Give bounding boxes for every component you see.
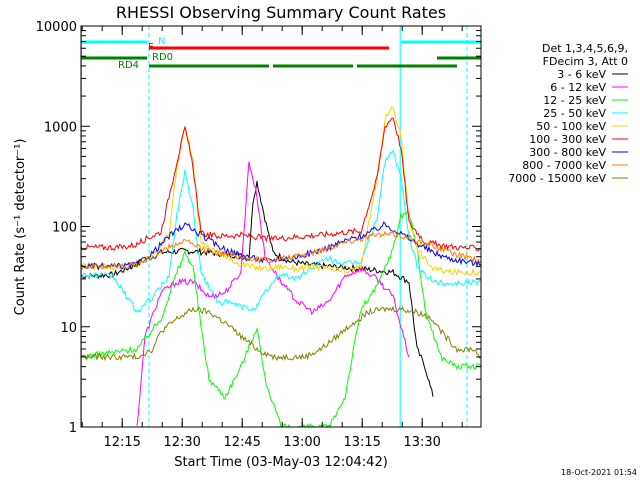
x-axis-label: Start Time (03-May-03 12:04:42) (174, 455, 388, 470)
y-tick-label-3: 1000 (44, 120, 77, 135)
legend-label-3: 25 - 50 keV (543, 107, 606, 120)
flag-label-n: N (158, 36, 165, 47)
y-tick-label-1: 10 (60, 321, 77, 336)
x-tick-label-3: 13:00 (283, 435, 320, 450)
legend: Det 1,3,4,5,6,9,FDecim 3, Att 03 - 6 keV… (508, 42, 628, 185)
series-line-800to7000keV (80, 230, 482, 271)
series-line-25to50keV (80, 149, 482, 313)
legend-label-8: 7000 - 15000 keV (508, 172, 606, 185)
y-tick-label-2: 100 (52, 221, 77, 236)
legend-label-2: 12 - 25 keV (543, 94, 606, 107)
legend-label-1: 6 - 12 keV (550, 81, 606, 94)
series-line-7000to15000keV (80, 305, 482, 362)
y-tick-label-0: 1 (69, 421, 77, 436)
legend-label-0: 3 - 6 keV (557, 68, 606, 81)
series-line-3to6keV (80, 180, 434, 397)
legend-header-1: FDecim 3, Att 0 (543, 55, 628, 68)
legend-header-0: Det 1,3,4,5,6,9, (542, 42, 628, 55)
x-tick-label-0: 12:15 (103, 435, 140, 450)
x-tick-label-4: 13:15 (343, 435, 380, 450)
flag-label-rd4: RD4 (118, 60, 139, 71)
legend-label-6: 300 - 800 keV (529, 146, 606, 159)
series-line-6to12keV (136, 161, 410, 426)
flag-label-f: F (148, 42, 154, 53)
legend-label-4: 50 - 100 keV (536, 120, 606, 133)
x-tick-label-1: 12:30 (163, 435, 200, 450)
flag-label-rd0: RD0 (152, 52, 173, 63)
x-tick-label-5: 13:30 (403, 435, 440, 450)
y-tick-label-4: 10000 (36, 20, 77, 35)
timestamp: 18-Oct-2021 01:54 (561, 468, 637, 477)
series-line-100to300keV (80, 117, 482, 252)
axes: 1 10 100 1000 10000 12:15 12:30 12:45 13:00 13:15… (36, 20, 482, 450)
legend-label-7: 800 - 7000 keV (522, 159, 606, 172)
chart-title: RHESSI Observing Summary Count Rates (116, 3, 446, 22)
x-tick-label-2: 12:45 (223, 435, 260, 450)
y-axis-label: Count Rate (s⁻¹ detector⁻¹) (13, 139, 28, 316)
legend-label-5: 100 - 300 keV (529, 133, 606, 146)
